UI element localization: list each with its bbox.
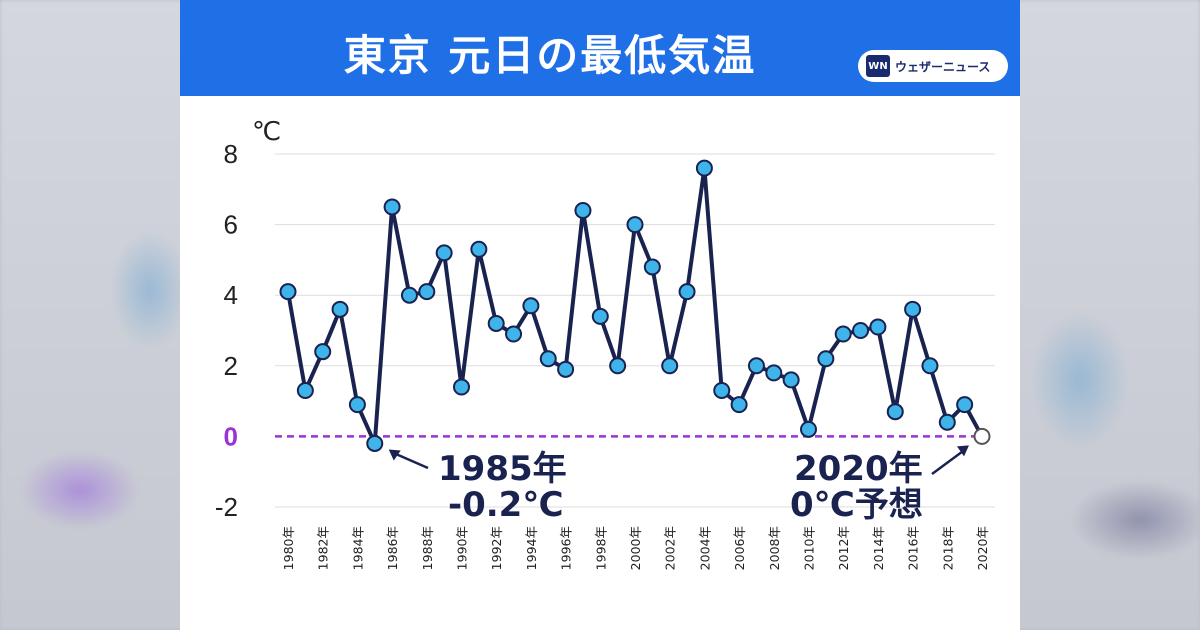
- annotation-2020-line2: 0℃予想: [790, 485, 923, 525]
- logo-text: ウェザーニュース: [895, 59, 991, 74]
- data-point: [435, 244, 453, 262]
- x-tick-label: 1996年: [559, 526, 574, 570]
- x-tick-label: 1994年: [524, 526, 539, 570]
- data-point: [904, 300, 922, 318]
- data-markers: [279, 159, 991, 452]
- x-tick-label: 1986年: [385, 526, 400, 570]
- data-point: [574, 201, 592, 219]
- chart-card: 東京 元日の最低気温 WN ウェザーニュース 8 6 4 2 0 -2 ℃ 1980年 19…: [180, 0, 1020, 630]
- data-point: [765, 364, 783, 382]
- y-axis-ticks: 8 6 4 2 0 -2: [215, 139, 238, 522]
- line-chart: 8 6 4 2 0 -2 ℃ 1980年 1982年 1984年 1986年 1988年 1990年…: [215, 117, 995, 570]
- data-point: [643, 258, 661, 276]
- x-axis-ticks: 1980年 1982年 1984年 1986年 1988年 1990年 1992年 1994年…: [281, 526, 990, 570]
- annotation-arrow-2020: [931, 449, 965, 476]
- y-tick-label: -2: [215, 492, 238, 522]
- annotation-1985: 1985年 -0.2℃: [388, 449, 567, 525]
- data-point: [938, 413, 956, 431]
- data-point: [557, 360, 575, 378]
- data-point: [921, 357, 939, 375]
- data-point: [713, 382, 731, 400]
- title-bar: 東京 元日の最低気温 WN ウェザーニュース: [180, 0, 1020, 96]
- logo-mark-icon: WN: [866, 55, 890, 77]
- x-tick-label: 2014年: [871, 526, 886, 570]
- x-tick-label: 2008年: [767, 526, 782, 570]
- x-tick-label: 1998年: [593, 526, 608, 570]
- data-point: [331, 300, 349, 318]
- data-point: [453, 378, 470, 396]
- data-point: [678, 283, 696, 301]
- page-title: 東京 元日の最低気温: [343, 31, 757, 80]
- forecast-marker: [973, 427, 991, 445]
- annotation-arrow-1985: [394, 452, 429, 470]
- data-point: [418, 283, 436, 301]
- data-point: [956, 396, 974, 414]
- data-point: [695, 159, 713, 177]
- x-tick-label: 1988年: [420, 526, 435, 570]
- x-tick-label: 2006年: [732, 526, 747, 570]
- y-tick-label: 8: [224, 139, 238, 169]
- x-tick-label: 2010年: [802, 526, 817, 570]
- y-tick-label: 0: [224, 421, 238, 451]
- arrowhead-2020: [957, 445, 969, 457]
- x-tick-label: 1980年: [281, 526, 296, 570]
- y-tick-label: 2: [224, 351, 238, 381]
- data-point: [400, 286, 418, 304]
- data-point: [366, 434, 384, 452]
- y-tick-label: 6: [224, 210, 238, 240]
- grid-lines: [275, 153, 995, 508]
- data-point: [487, 314, 505, 332]
- x-tick-label: 1990年: [455, 526, 470, 570]
- data-point: [591, 307, 609, 325]
- data-point: [539, 350, 557, 368]
- data-point: [383, 198, 401, 216]
- annotation-2020-line1: 2020年: [794, 449, 923, 489]
- data-point: [314, 343, 332, 361]
- annotation-1985-line2: -0.2℃: [448, 485, 564, 525]
- data-point: [470, 240, 488, 258]
- data-point: [661, 357, 679, 375]
- x-tick-label: 2020年: [975, 526, 990, 570]
- data-point: [869, 318, 887, 336]
- data-point: [886, 403, 904, 421]
- annotation-2020: 2020年 0℃予想: [790, 445, 969, 525]
- x-tick-label: 2002年: [663, 526, 678, 570]
- data-point: [609, 357, 627, 375]
- data-point: [730, 396, 748, 414]
- x-tick-label: 2012年: [836, 526, 851, 570]
- x-tick-label: 2016年: [906, 526, 921, 570]
- data-point: [800, 420, 817, 438]
- x-tick-label: 2000年: [628, 526, 643, 570]
- data-point: [522, 297, 540, 315]
- data-point: [279, 283, 297, 301]
- data-point: [296, 382, 314, 400]
- arrowhead-1985: [388, 449, 401, 461]
- annotation-1985-line1: 1985年: [438, 449, 567, 489]
- data-point: [505, 325, 523, 343]
- x-tick-label: 1982年: [316, 526, 331, 570]
- y-axis-unit: ℃: [252, 117, 281, 147]
- data-point: [834, 325, 852, 343]
- x-tick-label: 2004年: [697, 526, 712, 570]
- data-point: [782, 371, 800, 389]
- x-tick-label: 1992年: [489, 526, 504, 570]
- x-tick-label: 1984年: [350, 526, 365, 570]
- data-point: [817, 350, 835, 368]
- x-tick-label: 2018年: [940, 526, 955, 570]
- data-point: [626, 216, 644, 234]
- y-tick-label: 4: [224, 280, 238, 310]
- data-point: [747, 357, 765, 375]
- data-point: [852, 322, 870, 339]
- data-point: [348, 396, 366, 414]
- weathernews-logo: WN ウェザーニュース: [858, 50, 1008, 82]
